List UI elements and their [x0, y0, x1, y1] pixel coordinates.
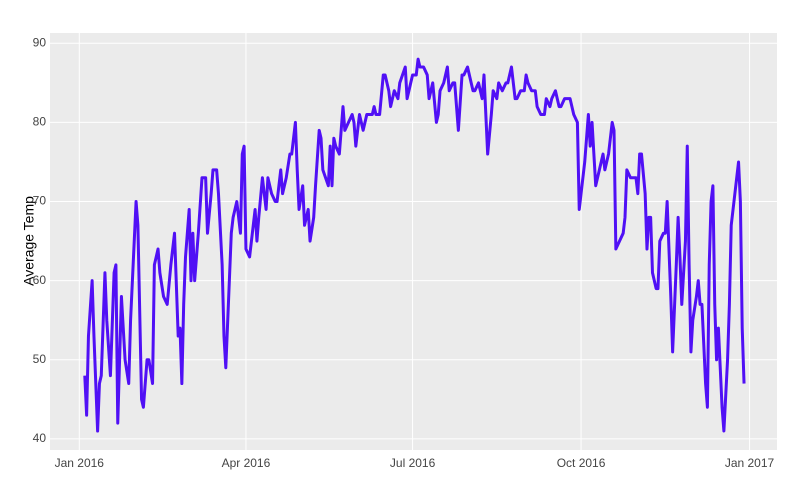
- x-tick-label: Jul 2016: [390, 456, 436, 470]
- y-tick-label: 80: [33, 115, 47, 129]
- data-line: [83, 57, 746, 433]
- y-tick-label: 70: [33, 194, 47, 208]
- x-tick-label: Jan 2017: [725, 456, 775, 470]
- x-tick-label: Jan 2016: [55, 456, 105, 470]
- plot-area: [50, 33, 777, 450]
- y-tick-label: 60: [33, 273, 47, 287]
- y-tick-label: 90: [33, 35, 47, 49]
- y-axis-label: Average Temp: [21, 196, 37, 286]
- x-tick-label: Oct 2016: [557, 456, 606, 470]
- x-tick-label: Apr 2016: [222, 456, 271, 470]
- y-tick-label: 40: [33, 431, 47, 445]
- y-tick-label: 50: [33, 352, 47, 366]
